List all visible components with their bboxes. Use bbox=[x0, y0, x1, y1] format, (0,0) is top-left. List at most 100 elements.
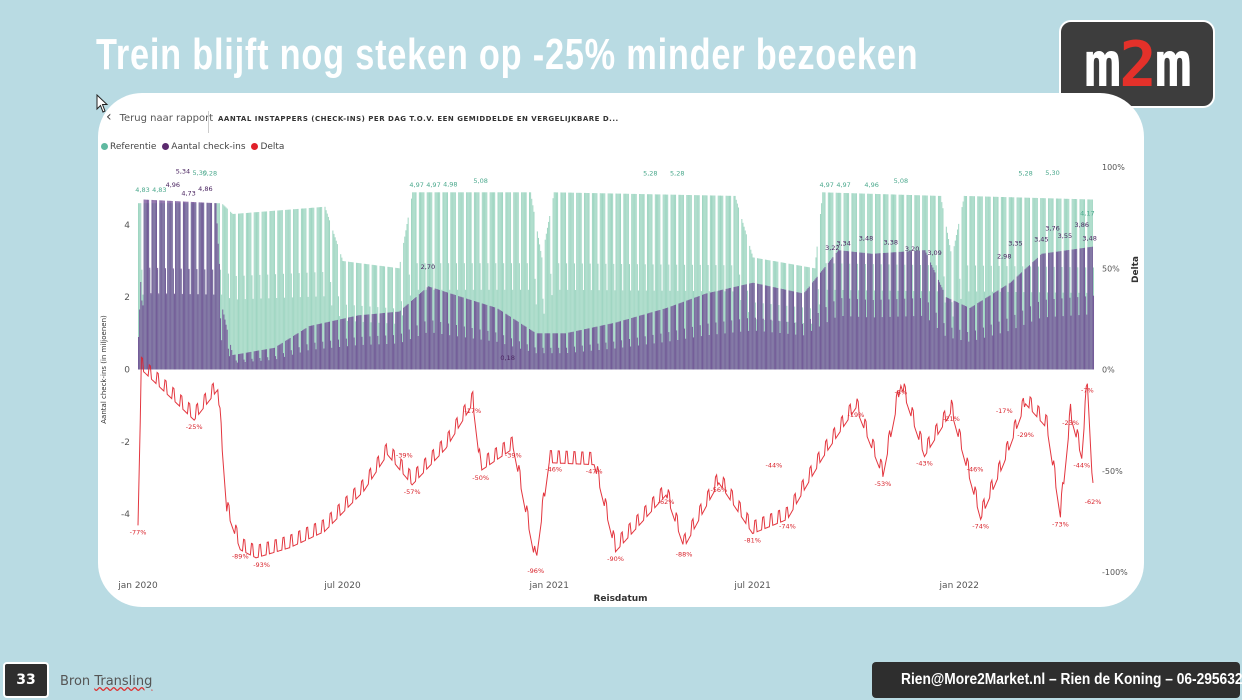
bar-check-ins bbox=[261, 350, 263, 370]
bar-check-ins bbox=[819, 272, 821, 370]
bar-check-ins bbox=[532, 331, 534, 370]
bar-check-ins bbox=[541, 333, 543, 370]
bar-check-ins bbox=[735, 286, 737, 370]
check-ins-data-label: 3,76 bbox=[1045, 225, 1059, 233]
bar-check-ins bbox=[264, 349, 266, 370]
bar-check-ins bbox=[898, 251, 900, 370]
bar-referentie bbox=[286, 209, 288, 370]
bar-check-ins bbox=[576, 330, 578, 370]
bar-check-ins bbox=[867, 253, 869, 370]
bar-check-ins bbox=[982, 327, 984, 370]
bar-check-ins bbox=[490, 306, 492, 370]
bar-check-ins bbox=[394, 343, 396, 370]
bar-referentie bbox=[645, 290, 647, 370]
bar-check-ins bbox=[693, 337, 695, 370]
bar-referentie bbox=[242, 213, 244, 370]
bar-referentie bbox=[545, 233, 547, 370]
bar-check-ins bbox=[196, 269, 198, 370]
bar-check-ins bbox=[868, 253, 870, 370]
bar-check-ins bbox=[840, 250, 842, 370]
bar-check-ins bbox=[324, 322, 326, 370]
bar-check-ins bbox=[977, 303, 979, 370]
bar-referentie bbox=[704, 195, 706, 370]
bar-referentie bbox=[263, 211, 265, 370]
bar-check-ins bbox=[462, 297, 464, 370]
bar-referentie bbox=[244, 299, 246, 370]
bar-referentie bbox=[417, 289, 419, 370]
bar-referentie bbox=[606, 290, 608, 370]
bar-check-ins bbox=[553, 333, 555, 370]
bar-referentie bbox=[699, 264, 701, 370]
bar-referentie bbox=[516, 192, 518, 370]
bar-check-ins bbox=[521, 323, 523, 370]
back-to-report-button[interactable]: ‹ Terug naar rapport bbox=[106, 109, 213, 125]
bar-check-ins bbox=[218, 263, 220, 370]
bar-referentie bbox=[473, 192, 475, 370]
bar-referentie bbox=[655, 194, 657, 370]
bar-referentie bbox=[693, 291, 695, 370]
bar-check-ins bbox=[420, 293, 422, 370]
bar-check-ins bbox=[341, 319, 343, 370]
bar-check-ins bbox=[702, 294, 704, 370]
bar-check-ins bbox=[368, 314, 370, 370]
delta-data-label: -44% bbox=[766, 462, 783, 470]
bar-check-ins bbox=[366, 314, 368, 370]
bar-check-ins bbox=[897, 316, 899, 370]
bar-check-ins bbox=[273, 347, 275, 370]
bar-referentie bbox=[246, 212, 248, 370]
bar-referentie bbox=[262, 211, 264, 370]
bar-check-ins bbox=[810, 330, 812, 370]
combo-chart[interactable]: -4 -2 0 2 4 Aantal check-ins (in miljoenen) -1… bbox=[98, 93, 1144, 607]
bar-check-ins bbox=[379, 313, 381, 370]
bar-referentie bbox=[702, 195, 704, 370]
bar-referentie bbox=[488, 289, 490, 370]
bar-check-ins bbox=[139, 309, 141, 370]
bar-referentie bbox=[570, 192, 572, 370]
bar-referentie bbox=[288, 209, 290, 370]
bar-check-ins bbox=[533, 331, 535, 370]
bar-check-ins bbox=[500, 310, 502, 370]
bar-referentie bbox=[964, 196, 966, 370]
bar-referentie bbox=[670, 194, 672, 370]
bar-referentie bbox=[493, 192, 495, 370]
bar-check-ins bbox=[950, 299, 952, 370]
bar-referentie bbox=[139, 203, 141, 370]
bar-referentie bbox=[439, 192, 441, 370]
bar-check-ins bbox=[421, 292, 423, 370]
bar-referentie bbox=[597, 263, 599, 370]
bar-check-ins bbox=[215, 203, 217, 370]
bar-referentie bbox=[659, 194, 661, 370]
bar-referentie bbox=[307, 296, 309, 370]
bar-check-ins bbox=[395, 311, 397, 370]
bar-check-ins bbox=[670, 306, 672, 370]
header-divider bbox=[208, 111, 209, 133]
bar-check-ins bbox=[817, 313, 819, 370]
bar-check-ins bbox=[843, 250, 845, 370]
bar-check-ins bbox=[471, 328, 473, 370]
legend-item-check-ins[interactable]: Aantal check-ins bbox=[162, 142, 246, 152]
bar-referentie bbox=[443, 192, 445, 370]
bar-check-ins bbox=[806, 289, 808, 370]
bar-referentie bbox=[409, 295, 411, 370]
bar-check-ins bbox=[555, 333, 557, 370]
bar-check-ins bbox=[777, 288, 779, 370]
bar-check-ins bbox=[325, 322, 327, 370]
bar-referentie bbox=[559, 289, 561, 370]
bar-referentie bbox=[643, 194, 645, 370]
bar-check-ins bbox=[527, 350, 529, 370]
bar-referentie bbox=[616, 193, 618, 370]
bar-check-ins bbox=[537, 333, 539, 370]
bar-referentie bbox=[661, 290, 663, 370]
bar-check-ins bbox=[479, 329, 481, 370]
bar-referentie bbox=[584, 192, 586, 370]
bar-check-ins bbox=[923, 250, 925, 370]
bar-check-ins bbox=[589, 344, 591, 370]
bar-check-ins bbox=[262, 349, 264, 370]
bar-check-ins bbox=[963, 305, 965, 370]
bar-referentie bbox=[709, 195, 711, 370]
legend-item-delta[interactable]: Delta bbox=[251, 142, 284, 152]
bar-check-ins bbox=[198, 202, 200, 370]
bar-referentie bbox=[652, 264, 654, 370]
legend-item-referentie[interactable]: Referentie bbox=[101, 142, 156, 152]
bar-check-ins bbox=[889, 316, 891, 370]
